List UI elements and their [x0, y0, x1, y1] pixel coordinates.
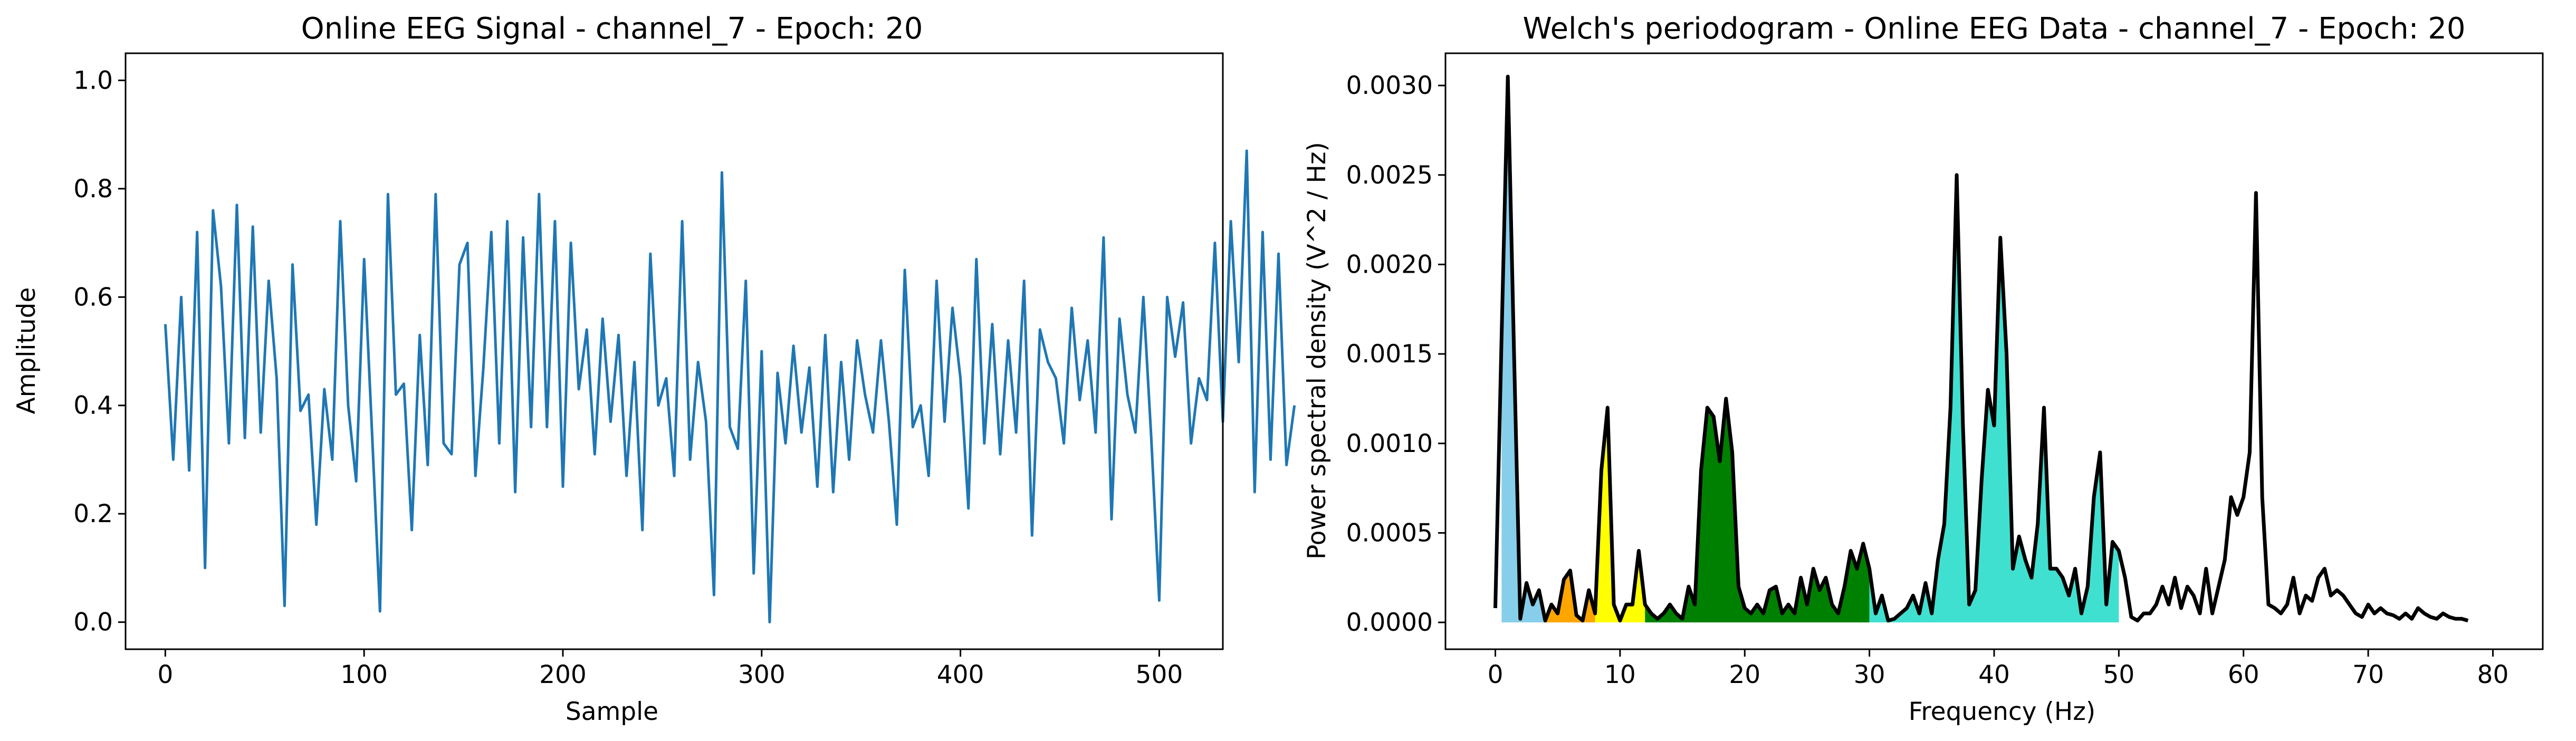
y-tick-label: 0.0030 [1346, 71, 1433, 100]
band-fill-4 [1869, 175, 2119, 623]
welch-periodogram-xticks: 0 10 20 30 40 50 60 70 80 [1488, 649, 2509, 689]
x-tick-label: 50 [2103, 660, 2134, 689]
y-tick-label: 0.6 [73, 283, 113, 312]
welch-periodogram-bands [1501, 76, 2119, 623]
x-tick-label: 0 [157, 660, 173, 689]
welch-periodogram-ylabel: Power spectral density (V^2 / Hz) [1303, 142, 1332, 560]
series-line [164, 149, 1296, 624]
x-tick-label: 20 [1729, 660, 1760, 689]
welch-periodogram-xlabel: Frequency (Hz) [1909, 697, 2095, 726]
y-tick-label: 0.4 [73, 391, 113, 420]
welch-periodogram-panel: Welch's periodogram - Online EEG Data - … [1303, 12, 2544, 726]
welch-periodogram-axes-frame [1444, 52, 2544, 650]
eeg-signal-xlabel: Sample [566, 697, 658, 726]
y-tick-label: 0.0020 [1346, 250, 1433, 279]
band-fill-1 [1545, 570, 1595, 623]
eeg-signal-xticks: 0 100 200 300 400 500 [157, 649, 1183, 689]
x-tick-label: 10 [1604, 660, 1636, 689]
y-tick-label: 0.0000 [1346, 608, 1433, 637]
eeg-signal-yticks: 0.0 0.2 0.4 0.6 0.8 1.0 [73, 66, 126, 637]
y-tick-label: 0.0025 [1346, 161, 1433, 190]
eeg-signal-axes-frame [125, 52, 1224, 650]
y-tick-label: 1.0 [73, 66, 113, 95]
y-tick-label: 0.0 [73, 608, 113, 637]
x-tick-label: 30 [1854, 660, 1885, 689]
x-tick-label: 70 [2352, 660, 2384, 689]
x-tick-label: 500 [1136, 660, 1183, 689]
x-tick-label: 40 [1978, 660, 2010, 689]
welch-periodogram-yticks: 0.0000 0.0005 0.0010 0.0015 0.0020 0.0025 0.00… [1346, 71, 1445, 637]
y-tick-label: 0.8 [73, 175, 113, 204]
x-tick-label: 80 [2477, 660, 2509, 689]
eeg-signal-title: Online EEG Signal - channel_7 - Epoch: 2… [301, 12, 923, 46]
band-fill-0 [1501, 76, 1546, 623]
welch-periodogram-title: Welch's periodogram - Online EEG Data - … [1523, 12, 2466, 46]
x-tick-label: 100 [340, 660, 388, 689]
series-line [1493, 74, 2469, 623]
x-tick-label: 200 [539, 660, 587, 689]
band-fill-3 [1645, 398, 1870, 623]
x-tick-label: 60 [2228, 660, 2259, 689]
y-tick-label: 0.2 [73, 499, 113, 528]
welch-periodogram-marks [1493, 74, 2469, 623]
x-tick-label: 0 [1488, 660, 1504, 689]
y-tick-label: 0.0005 [1346, 518, 1433, 547]
y-tick-label: 0.0015 [1346, 340, 1433, 369]
x-tick-label: 400 [937, 660, 984, 689]
x-tick-label: 300 [738, 660, 786, 689]
y-tick-label: 0.0010 [1346, 429, 1433, 458]
eeg-signal-panel: Online EEG Signal - channel_7 - Epoch: 2… [12, 12, 1296, 726]
eeg-signal-ylabel: Amplitude [12, 287, 41, 415]
eeg-signal-marks [164, 149, 1296, 624]
